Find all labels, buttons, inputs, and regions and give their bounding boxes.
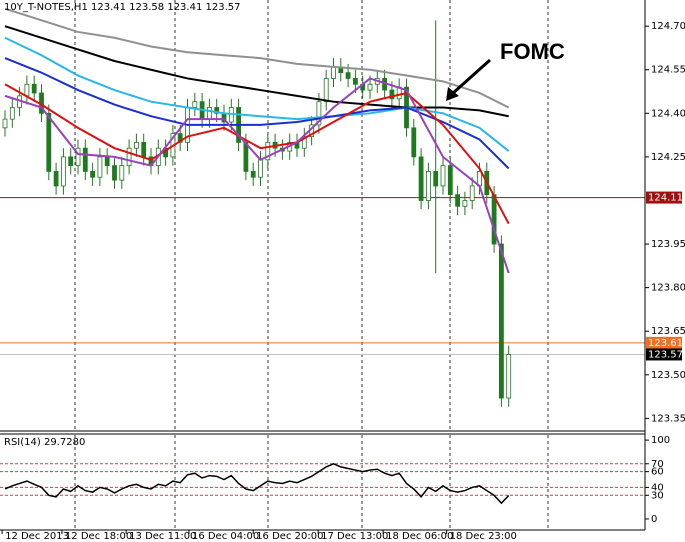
candle-body	[323, 78, 329, 103]
candle-body	[2, 118, 8, 129]
y-tick-label: 123.65	[651, 326, 685, 337]
x-tick-label: 12 Dec 18:00	[65, 531, 132, 542]
y-tick-label: 123.50	[651, 370, 685, 381]
candle-body	[250, 171, 256, 178]
annotation: FOMC	[500, 39, 565, 64]
level-label: 124.11	[648, 193, 683, 204]
y-tick-label: 123.80	[651, 283, 685, 294]
rsi-panel	[0, 435, 645, 530]
moving-average	[4, 25, 509, 118]
candle-body	[141, 141, 147, 158]
x-tick-label: 16 Dec 04:00	[192, 531, 259, 542]
candle-body	[61, 156, 66, 187]
level-label: 123.61	[648, 338, 683, 349]
candle-body	[462, 200, 468, 207]
y-tick-label: 60	[651, 467, 664, 478]
y-tick-label: 30	[651, 490, 664, 501]
moving-average	[4, 7, 510, 109]
candle-body	[97, 156, 103, 178]
x-tick-label: 17 Dec 13:00	[321, 531, 388, 542]
level-label: 123.57	[648, 349, 683, 360]
candle-body	[506, 354, 512, 399]
candle-body	[119, 165, 125, 181]
x-tick-label: 16 Dec 20:00	[256, 531, 323, 542]
candle-body	[206, 107, 212, 120]
candle-body	[367, 83, 373, 91]
level-label-box	[646, 348, 682, 361]
candle-body	[126, 147, 132, 167]
y-tick-label: 124.25	[651, 152, 685, 163]
candle-body	[75, 147, 81, 167]
moving-average	[4, 36, 510, 152]
candle-body	[433, 171, 439, 187]
candle-body	[53, 171, 59, 187]
y-tick-label: 123.95	[651, 239, 685, 250]
rsi-title: RSI(14) 29.7280	[4, 437, 85, 448]
candle-body	[258, 159, 263, 178]
candle-body	[82, 147, 88, 172]
candle-body	[440, 165, 446, 187]
candle-body	[192, 101, 198, 108]
y-tick-label: 124.40	[651, 108, 685, 119]
y-tick-label: 124.55	[651, 65, 685, 76]
candle-body	[418, 156, 424, 201]
x-tick-label: 12 Dec 2013	[5, 531, 69, 542]
candle-body	[133, 141, 139, 149]
candle-body	[469, 185, 475, 201]
moving-average	[4, 77, 510, 274]
candle-body	[411, 127, 417, 158]
x-tick-label: 13 Dec 11:00	[129, 531, 196, 542]
candle-body	[214, 107, 220, 114]
annotation-arrowhead	[446, 87, 459, 101]
moving-average	[4, 83, 510, 225]
candle-body	[425, 171, 431, 201]
y-tick-label: 100	[651, 435, 670, 446]
x-tick-label: 18 Dec 23:00	[450, 531, 517, 542]
candle-body	[104, 156, 110, 167]
candle-body	[316, 101, 322, 126]
x-tick-label: 18 Dec 06:00	[386, 531, 453, 542]
y-tick-label: 124.70	[651, 21, 685, 32]
candle-body	[447, 165, 453, 196]
candle-body	[46, 112, 52, 172]
y-tick-label: 123.35	[651, 413, 685, 424]
y-tick-label: 40	[651, 482, 664, 493]
candle-body	[68, 156, 74, 167]
price-panel	[0, 0, 645, 430]
candle-body	[9, 107, 15, 120]
rsi-line	[4, 462, 510, 505]
candle-body	[265, 141, 271, 161]
moving-average	[4, 57, 510, 170]
candle-body	[112, 165, 117, 181]
candle-body	[352, 78, 358, 85]
candle-body	[389, 89, 395, 100]
candle-body	[455, 194, 461, 207]
candle-body	[31, 83, 37, 94]
level-label-box	[646, 191, 682, 204]
candle-body	[345, 72, 351, 79]
candle-body	[331, 66, 336, 79]
candle-body	[24, 83, 30, 97]
annotation-arrow	[450, 58, 492, 96]
y-tick-label: 0	[651, 514, 657, 525]
chart-title: 10Y_T-NOTES,H1 123.41 123.58 123.41 123.…	[4, 2, 241, 13]
candle-body	[90, 171, 95, 178]
candle-body	[498, 243, 504, 399]
level-label-box	[646, 336, 682, 349]
y-tick-label: 70	[651, 459, 664, 470]
candle-body	[243, 141, 249, 172]
